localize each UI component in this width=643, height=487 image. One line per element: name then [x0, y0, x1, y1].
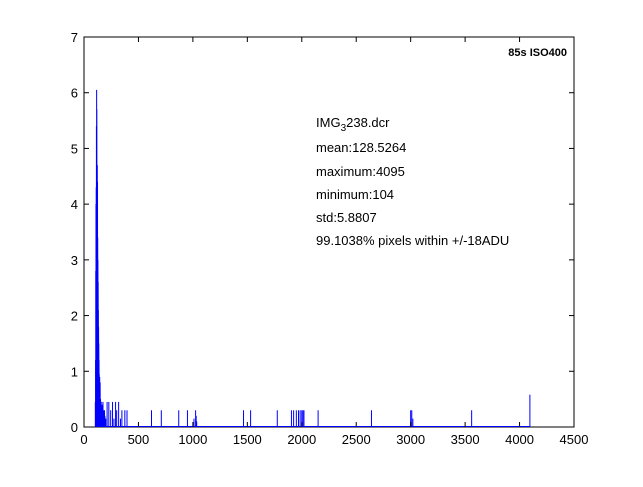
- histogram-series: [94, 89, 531, 428]
- filename-subscript: 3: [341, 123, 347, 134]
- x-tick-labels: 0 500 1000 1500 2000 2500 3000 3500 4000 4500: [80, 432, 588, 447]
- filename-suffix: 238.dcr: [346, 115, 390, 130]
- x-tick-label: 2000: [287, 432, 316, 447]
- x-tick-label: 3000: [396, 432, 425, 447]
- y-tick-label: 1: [71, 364, 78, 379]
- y-tick-label: 4: [71, 197, 78, 212]
- mean-text: mean:128.5264: [316, 140, 406, 155]
- within-text: 99.1038% pixels within +/-18ADU: [316, 233, 509, 248]
- x-tick-label: 1000: [178, 432, 207, 447]
- histogram-peak: [94, 89, 107, 428]
- x-tick-label: 1500: [233, 432, 262, 447]
- plot-area: [83, 36, 575, 428]
- x-tick-label: 0: [80, 432, 87, 447]
- x-tick-label: 2500: [342, 432, 371, 447]
- y-tick-label: 7: [71, 30, 78, 45]
- x-tick-label: 500: [128, 432, 150, 447]
- y-tick-labels: 0 1 2 3 4 5 6 7: [71, 30, 78, 435]
- axis-ticks: [83, 36, 575, 428]
- y-tick-label: 6: [71, 86, 78, 101]
- std-text: std:5.8807: [316, 210, 377, 225]
- minimum-text: minimum:104: [316, 187, 394, 202]
- filename-text: IMG3238.dcr: [316, 115, 390, 134]
- x-tick-label: 4000: [505, 432, 534, 447]
- filename-prefix: IMG: [316, 115, 341, 130]
- stats-annotation: IMG3238.dcr mean:128.5264 maximum:4095 m…: [316, 115, 509, 248]
- maximum-text: maximum:4095: [316, 164, 405, 179]
- exposure-label: 85s ISO400: [508, 47, 567, 59]
- y-tick-label: 5: [71, 141, 78, 156]
- x-tick-label: 4500: [560, 432, 589, 447]
- y-tick-label: 0: [71, 420, 78, 435]
- x-tick-label: 3500: [451, 432, 480, 447]
- y-tick-label: 2: [71, 309, 78, 324]
- y-tick-label: 3: [71, 253, 78, 268]
